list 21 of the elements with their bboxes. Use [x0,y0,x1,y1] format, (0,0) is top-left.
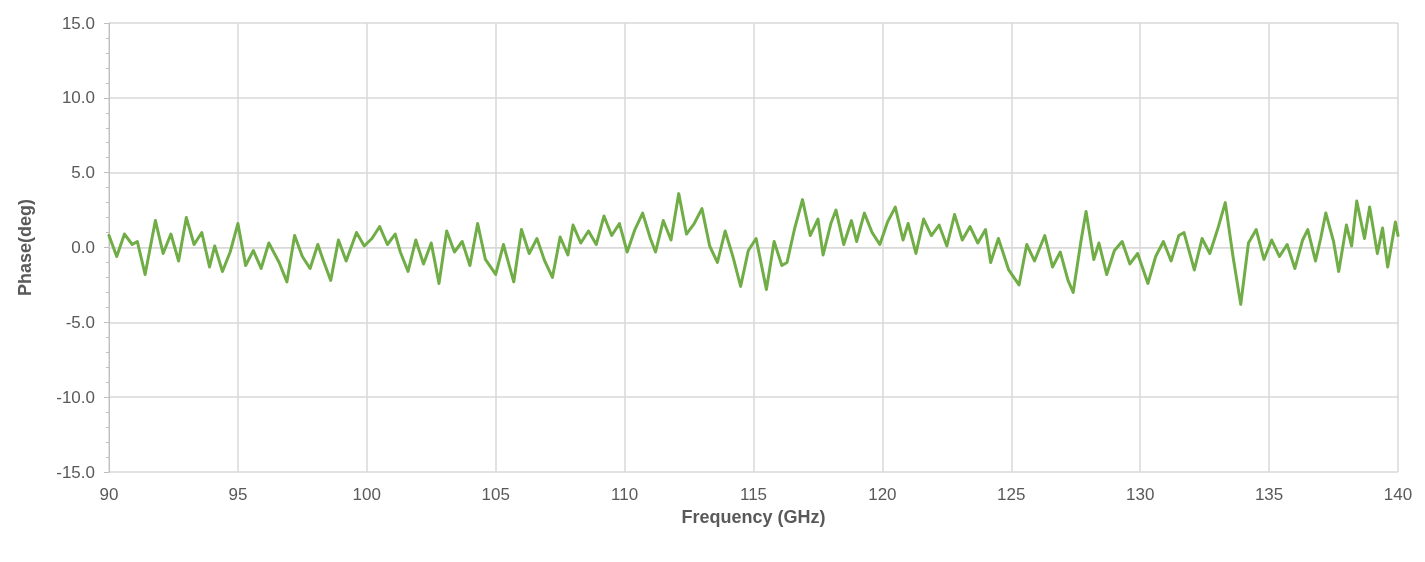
x-tick-label: 90 [99,485,119,504]
x-tick-label: 125 [997,485,1026,504]
y-tick-label: 15.0 [61,13,95,33]
y-tick-label: 0.0 [71,238,95,257]
y-axis-title: Phase(deg) [15,198,35,297]
y-tick-label: 10.0 [61,88,95,108]
x-axis-title: Frequency (GHz) [681,506,826,527]
line-series [107,192,1400,306]
x-tick-label: 135 [1254,485,1284,504]
x-tick-label: 130 [1126,485,1155,504]
x-tick-label: 100 [352,485,381,504]
y-tick-label: -10.0 [56,387,95,407]
x-tick-label: 95 [228,485,248,504]
x-tick-label: 105 [481,485,510,504]
y-tick-label: -15.0 [56,462,95,482]
x-tick-label: 110 [611,485,639,504]
y-tick-label: 5.0 [71,163,95,183]
y-tick-label: -5.0 [65,312,95,332]
x-tick-label: 140 [1383,485,1413,504]
x-tick-label: 115 [739,485,768,504]
x-tick-label: 120 [868,485,897,504]
